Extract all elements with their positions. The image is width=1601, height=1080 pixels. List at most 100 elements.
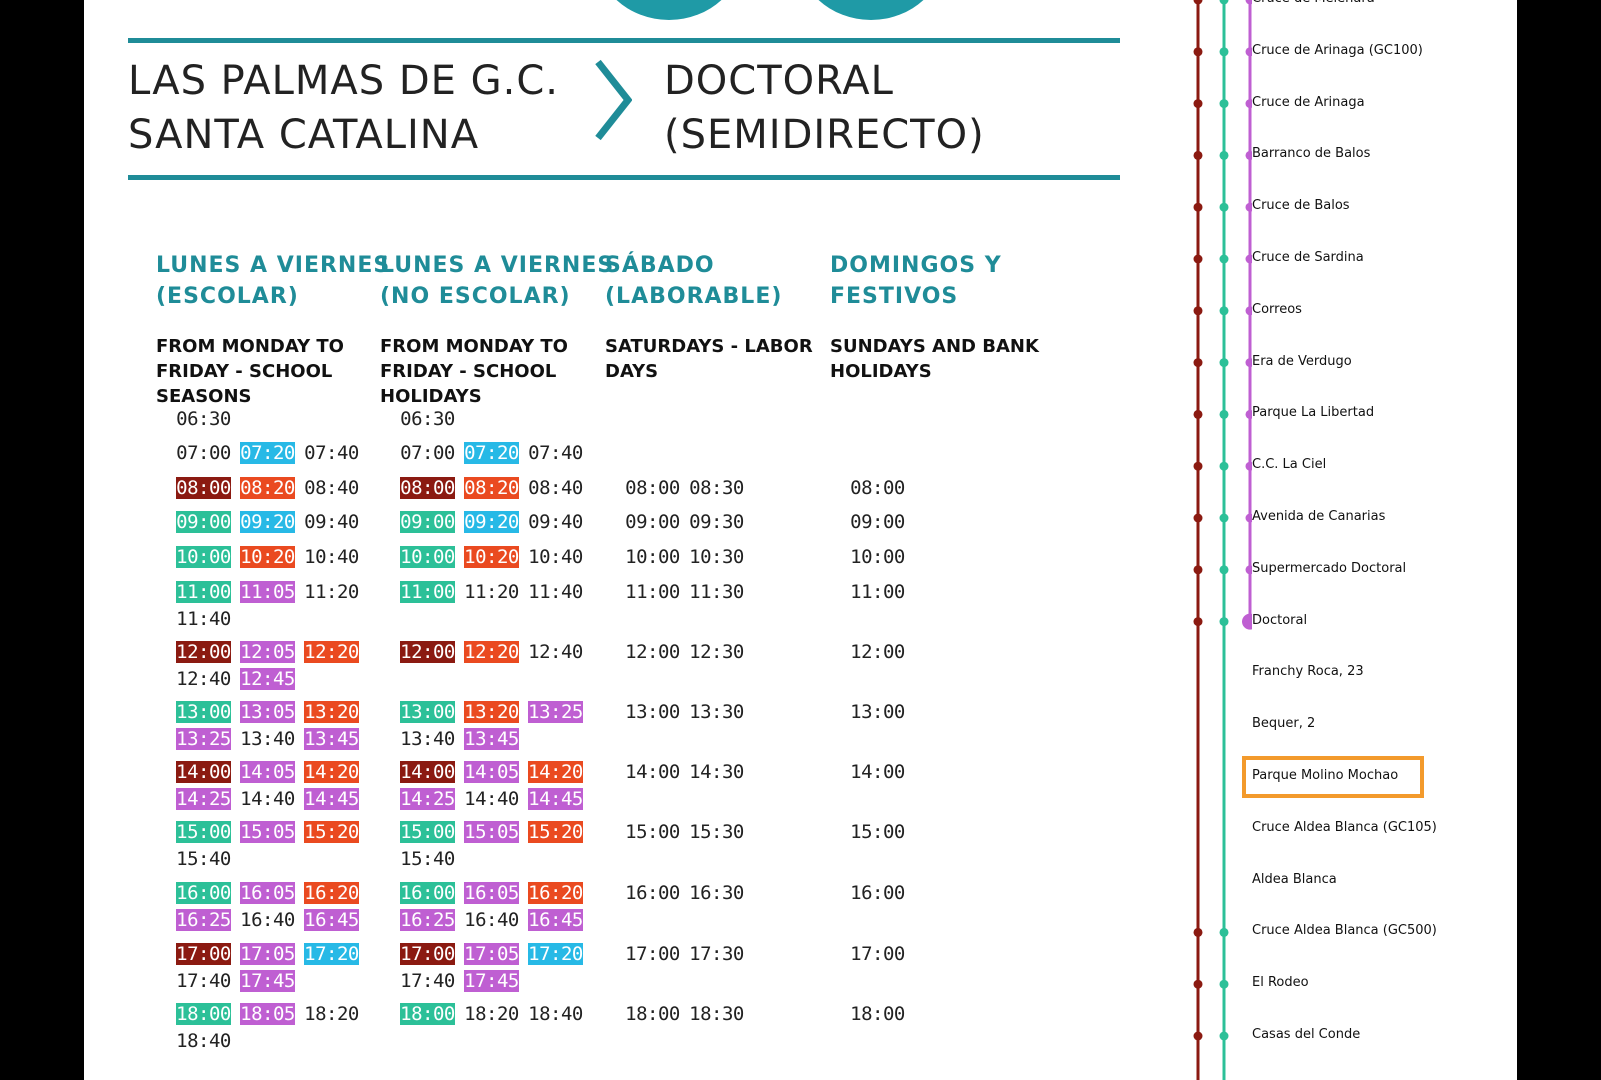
departure-time-green: 13:00 [400, 701, 455, 723]
time-row: 12:00 12:20 12:40 [380, 641, 608, 668]
departure-time: 11:20 [304, 581, 359, 603]
column-saturdays: SÁBADO (LABORABLE) SATURDAYS - LABOR DAYS… [605, 250, 833, 1025]
stop-name: Cruce Aldea Blanca (GC105) [1252, 819, 1437, 835]
departure-time: 18:40 [528, 1003, 583, 1025]
departure-time-orange: 13:20 [464, 701, 519, 723]
departure-time: 18:20 [464, 1003, 519, 1025]
departure-time: 12:00 [625, 641, 680, 663]
stop-name: C.C. La Ciel [1252, 457, 1327, 473]
departure-time-purple: 16:25 [176, 909, 231, 931]
departure-time: 10:00 [625, 546, 680, 568]
departure-time: 11:40 [528, 581, 583, 603]
stop-name: Casas del Conde [1252, 1027, 1361, 1042]
departure-time: 11:00 [850, 581, 905, 603]
departure-time: 07:00 [400, 442, 455, 464]
departure-time: 18:00 [850, 1003, 905, 1025]
departure-time: 13:40 [240, 728, 295, 750]
departure-time: 07:40 [304, 442, 359, 464]
stop-dot-maroon [1193, 358, 1203, 368]
departure-time-purple: 12:45 [240, 668, 295, 690]
stop-dot-green [1219, 409, 1229, 419]
departure-time-orange: 08:20 [464, 477, 519, 499]
departure-time: 09:00 [850, 511, 905, 533]
time-row: 15:00 [830, 821, 1058, 848]
route-origin: LAS PALMAS DE G.C. SANTA CATALINA [128, 54, 559, 162]
departure-time: 14:00 [850, 761, 905, 783]
departure-time-purple: 16:25 [400, 909, 455, 931]
departure-time-purple: 16:45 [528, 909, 583, 931]
departure-time-purple: 17:45 [240, 970, 295, 992]
departure-time-purple: 14:45 [528, 788, 583, 810]
time-row: 08:00 08:20 08:40 [380, 477, 608, 504]
departure-time-purple: 12:05 [240, 641, 295, 663]
departure-time: 17:40 [400, 970, 455, 992]
departure-time: 16:00 [850, 882, 905, 904]
stop-dot-purple [1245, 254, 1252, 264]
departure-time: 11:40 [176, 608, 231, 630]
departure-time: 13:40 [400, 728, 455, 750]
departure-time-maroon: 08:00 [176, 477, 231, 499]
time-row: 15:00 15:05 15:20 15:40 [156, 821, 384, 875]
stop-dot-green [1219, 202, 1229, 212]
departure-time-purple: 13:05 [240, 701, 295, 723]
stop-dot-maroon [1193, 254, 1203, 264]
departure-time-orange: 12:20 [304, 641, 359, 663]
departure-time: 16:40 [240, 909, 295, 931]
departure-time-orange: 15:20 [528, 821, 583, 843]
stop-dot-purple [1245, 99, 1252, 109]
stop-dot-purple [1245, 358, 1252, 368]
stop-dot-purple [1245, 565, 1252, 575]
departure-time-maroon: 12:00 [400, 641, 455, 663]
stop-dot-maroon [1193, 0, 1203, 5]
departure-time-orange: 10:20 [240, 546, 295, 568]
time-row: 14:00 14:05 14:20 14:25 14:40 14:45 [380, 761, 608, 815]
departure-time: 12:30 [689, 641, 744, 663]
stop-dot-maroon [1193, 461, 1203, 471]
departure-time: 18:20 [304, 1003, 359, 1025]
time-row: 12:00 12:05 12:20 12:40 12:45 [156, 641, 384, 695]
departure-time: 08:40 [304, 477, 359, 499]
departure-time-cyan: 17:20 [528, 943, 583, 965]
stop-dot-maroon [1193, 202, 1203, 212]
departure-time: 17:30 [689, 943, 744, 965]
departure-time-purple: 17:45 [464, 970, 519, 992]
departure-time: 18:00 [625, 1003, 680, 1025]
departure-time-purple: 13:45 [304, 728, 359, 750]
departure-time: 16:40 [464, 909, 519, 931]
terminus-dot-purple [1242, 613, 1252, 630]
departure-time-green: 15:00 [400, 821, 455, 843]
departure-time: 18:40 [176, 1030, 231, 1052]
stop-dot-green [1219, 513, 1229, 523]
time-row: 11:00 11:05 11:20 11:40 [156, 581, 384, 635]
stop-dot-purple [1245, 513, 1252, 523]
departure-time-cyan: 17:20 [304, 943, 359, 965]
departure-time-purple: 14:05 [240, 761, 295, 783]
column-sundays: DOMINGOS Y FESTIVOS SUNDAYS AND BANK HOLI… [830, 250, 1058, 1025]
chevron-right-icon [595, 59, 632, 141]
time-row: 06:30 [380, 408, 608, 435]
stop-dot-purple [1245, 150, 1252, 160]
stop-dot-maroon [1193, 150, 1203, 160]
stop-dot-green [1219, 1031, 1229, 1041]
time-row: 09:00 [830, 511, 1058, 538]
time-row: 14:00 14:05 14:20 14:25 14:40 14:45 [156, 761, 384, 815]
departure-time: 14:00 [625, 761, 680, 783]
departure-time: 06:30 [400, 408, 455, 430]
departure-time: 15:30 [689, 821, 744, 843]
time-row: 07:00 07:20 07:40 [156, 442, 384, 469]
stop-name: El Rodeo [1252, 975, 1309, 991]
column-school-holidays: LUNES A VIERNES (NO ESCOLAR) FROM MONDAY … [380, 250, 613, 1025]
time-row: 12:00 12:30 [605, 641, 833, 668]
stop-name: Cruce de Melenara [1252, 0, 1375, 8]
departure-time: 14:40 [464, 788, 519, 810]
time-row: 11:00 11:30 [605, 581, 833, 608]
stop-name: Cruce de Arinaga [1252, 94, 1365, 110]
departure-time: 17:40 [176, 970, 231, 992]
time-row: 08:00 08:20 08:40 [156, 477, 384, 504]
timetable-sheet: LAS PALMAS DE G.C. SANTA CATALINA DOCTOR… [84, 0, 1517, 1080]
stop-name: Aldea Blanca [1252, 871, 1337, 887]
stop-name: Doctoral [1252, 612, 1308, 628]
time-row: 10:00 10:30 [605, 546, 833, 573]
departure-time: 10:40 [528, 546, 583, 568]
departure-time-orange: 16:20 [304, 882, 359, 904]
